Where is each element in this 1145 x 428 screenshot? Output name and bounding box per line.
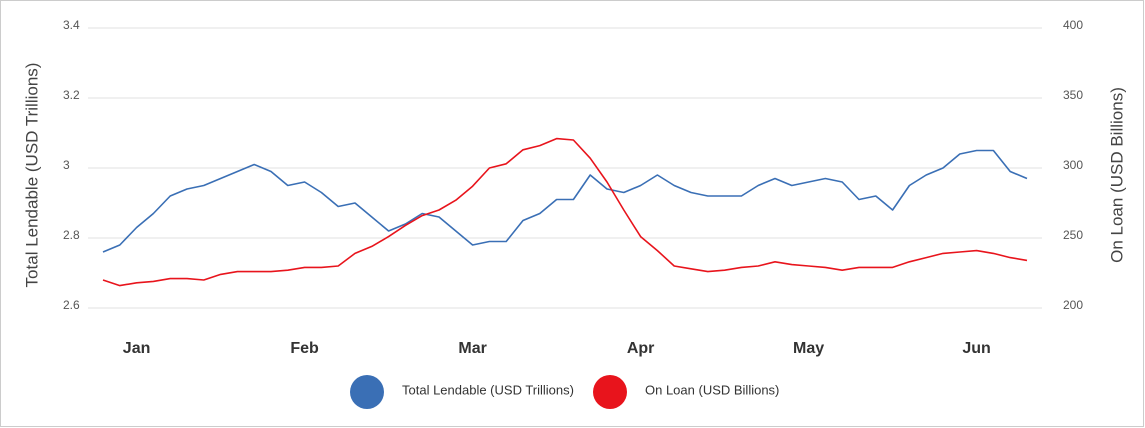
- series-line: [102, 137, 1028, 287]
- y-tick-label: 3.4: [63, 18, 80, 32]
- y2-tick-label: 250: [1063, 228, 1083, 242]
- x-tick-label: Feb: [290, 340, 319, 357]
- y-tick-label: 2.8: [63, 228, 80, 242]
- y2-tick-label: 400: [1063, 18, 1083, 32]
- legend-swatch: [350, 375, 384, 409]
- x-tick-label: May: [793, 340, 824, 357]
- y2-tick-label: 350: [1063, 88, 1083, 102]
- y-tick-label: 3: [63, 158, 70, 172]
- y2-tick-label: 200: [1063, 298, 1083, 312]
- y-axis-title: Total Lendable (USD Trillions): [22, 63, 41, 288]
- x-tick-label: Jan: [123, 340, 151, 357]
- series-line: [102, 149, 1028, 253]
- legend-label: Total Lendable (USD Trillions): [402, 382, 574, 397]
- x-tick-label: Mar: [458, 340, 486, 357]
- x-tick-label: Jun: [962, 340, 990, 357]
- x-tick-label: Apr: [627, 340, 655, 357]
- y2-axis-title: On Loan (USD Billions): [1107, 87, 1126, 263]
- y2-tick-label: 300: [1063, 158, 1083, 172]
- legend-label: On Loan (USD Billions): [645, 382, 779, 397]
- y-tick-label: 2.6: [63, 298, 80, 312]
- legend-swatch: [593, 375, 627, 409]
- y-tick-label: 3.2: [63, 88, 80, 102]
